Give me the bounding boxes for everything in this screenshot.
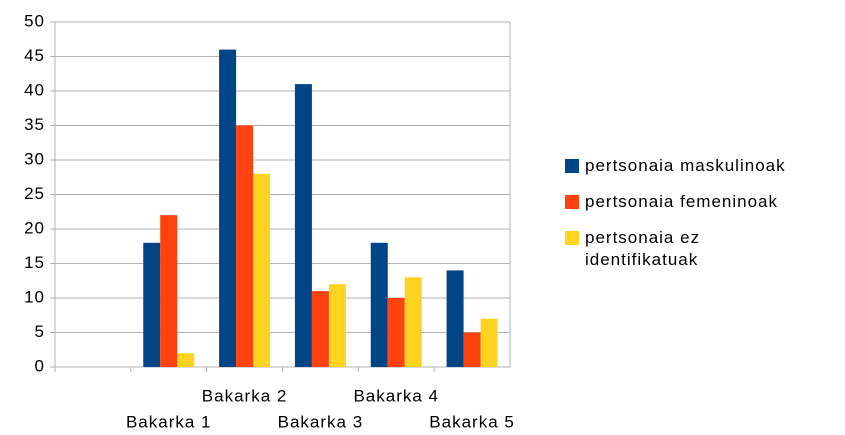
bar xyxy=(404,277,422,367)
y-tick-label: 25 xyxy=(24,184,45,203)
y-tick-label: 45 xyxy=(24,46,45,65)
legend-label: pertsonaia femeninoak xyxy=(585,192,779,211)
y-tick-label: 20 xyxy=(24,218,45,237)
legend-item: pertsonaia maskulinoak xyxy=(565,155,815,177)
x-tick-label: Bakarka 3 xyxy=(278,412,364,431)
bar xyxy=(294,84,312,367)
y-tick-label: 5 xyxy=(35,322,45,341)
x-tick-label: Bakarka 5 xyxy=(429,412,515,431)
legend-item: pertsonaia ez identifikatuak xyxy=(565,227,815,271)
y-tick-label: 10 xyxy=(24,287,45,306)
x-tick-label: Bakarka 4 xyxy=(353,386,439,405)
bar xyxy=(160,215,178,367)
legend-swatch xyxy=(565,195,579,209)
bar xyxy=(177,353,195,367)
y-tick-label: 0 xyxy=(35,356,45,375)
bar xyxy=(387,298,405,367)
legend-swatch xyxy=(565,231,579,245)
x-tick-label: Bakarka 1 xyxy=(126,412,212,431)
bar xyxy=(143,242,161,367)
bar xyxy=(236,125,254,367)
bar xyxy=(480,318,498,367)
x-tick-label: Bakarka 2 xyxy=(202,386,288,405)
y-tick-label: 50 xyxy=(24,11,45,30)
bar xyxy=(463,332,481,367)
y-tick-label: 15 xyxy=(24,253,45,272)
legend-label: pertsonaia maskulinoak xyxy=(585,156,786,175)
legend-item: pertsonaia femeninoak xyxy=(565,191,815,213)
y-tick-label: 40 xyxy=(24,80,45,99)
legend: pertsonaia maskulinoak pertsonaia femenin… xyxy=(565,155,815,285)
bar xyxy=(253,173,271,367)
legend-label: pertsonaia ez identifikatuak xyxy=(585,228,701,269)
legend-swatch xyxy=(565,159,579,173)
bar xyxy=(370,242,388,367)
bar xyxy=(446,270,464,367)
bar xyxy=(311,291,329,367)
bar xyxy=(328,284,346,367)
y-tick-label: 35 xyxy=(24,115,45,134)
bar xyxy=(219,49,237,367)
y-tick-label: 30 xyxy=(24,149,45,168)
